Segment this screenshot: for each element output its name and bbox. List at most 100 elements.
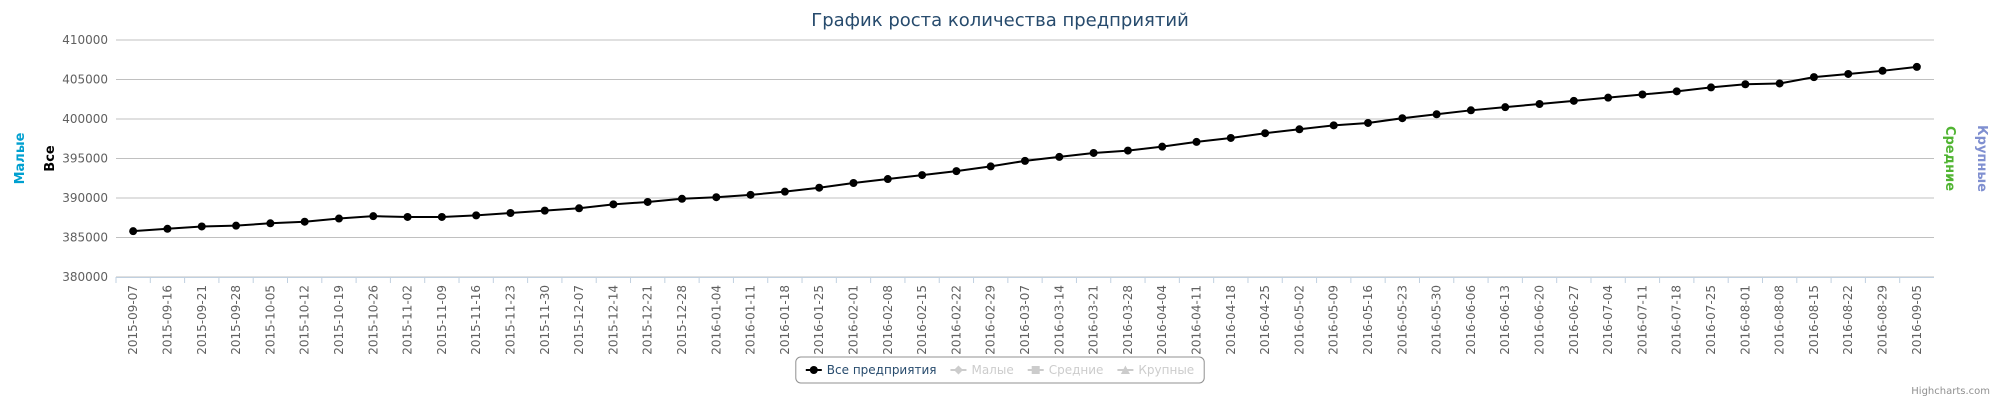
point [1741, 80, 1750, 89]
x-tick-label: 2016-02-15 [915, 285, 929, 355]
point [129, 227, 138, 236]
x-tick-label: 2015-09-07 [126, 285, 140, 355]
x-tick-label: 2016-03-21 [1087, 285, 1101, 355]
point [1535, 99, 1544, 108]
point [575, 204, 584, 213]
point [1192, 137, 1201, 146]
legend-label: Все предприятия [827, 363, 937, 377]
point [746, 190, 755, 199]
x-tick-label: 2016-08-08 [1773, 285, 1787, 355]
point [1604, 93, 1613, 102]
legend-symbol [953, 365, 963, 375]
x-tick-label: 2016-05-09 [1327, 285, 1341, 355]
x-tick-label: 2016-08-22 [1841, 285, 1855, 355]
point [883, 175, 892, 184]
point [1707, 83, 1716, 92]
point [300, 217, 309, 226]
point [1089, 148, 1098, 157]
x-tick-label: 2016-05-02 [1292, 285, 1306, 355]
x-tick-label: 2015-11-02 [401, 285, 415, 355]
x-tick-label: 2016-06-20 [1533, 285, 1547, 355]
x-tick-label: 2015-12-14 [606, 285, 620, 355]
x-tick-label: 2016-01-18 [778, 285, 792, 355]
series-line [133, 65, 1917, 233]
x-tick-label: 2016-02-01 [846, 285, 860, 355]
x-tick-label: 2016-01-11 [744, 285, 758, 355]
credits[interactable]: Highcharts.com [1911, 386, 1990, 397]
axis-title: Все [43, 145, 58, 172]
point [403, 212, 412, 221]
x-tick-label: 2015-09-28 [229, 285, 243, 355]
point [1398, 114, 1407, 123]
point [952, 167, 961, 176]
axis-title: Крупные [1974, 125, 1989, 192]
x-tick-label: 2016-06-27 [1567, 285, 1581, 355]
chart-title: График роста количества предприятий [811, 10, 1189, 31]
x-tick-label: 2016-02-22 [949, 285, 963, 355]
x-tick-label: 2015-12-28 [675, 285, 689, 355]
legend-symbol [1120, 365, 1130, 374]
point [369, 212, 378, 221]
x-tick-label: 2016-01-25 [812, 285, 826, 355]
x-tick-label: 2016-07-25 [1704, 285, 1718, 355]
legend-label: Крупные [1138, 363, 1194, 377]
x-tick-label: 2016-04-04 [1155, 285, 1169, 355]
point [1055, 152, 1064, 161]
x-tick-label: 2016-09-05 [1910, 285, 1924, 355]
point [1261, 129, 1270, 138]
point [472, 211, 481, 220]
y-tick-label: 385000 [62, 231, 108, 245]
point [1501, 103, 1510, 112]
point [1775, 79, 1784, 88]
x-tick-label: 2015-11-09 [435, 285, 449, 355]
legend-item[interactable]: Все предприятия [805, 363, 937, 377]
legend-item[interactable]: Крупные [1117, 363, 1194, 377]
x-tick-label: 2015-10-05 [263, 285, 277, 355]
legend-symbol [809, 366, 818, 374]
x-tick-label: 2016-02-29 [984, 285, 998, 355]
x-tick-label: 2016-03-14 [1052, 285, 1066, 355]
x-tick-label: 2016-05-16 [1361, 285, 1375, 355]
point [712, 193, 721, 202]
point [1295, 125, 1304, 134]
point [1021, 156, 1029, 165]
point [1466, 106, 1475, 115]
x-tick-label: 2016-06-06 [1464, 285, 1478, 355]
legend-box [795, 356, 1205, 384]
x-tick-label: 2015-10-12 [298, 285, 312, 355]
point [1844, 69, 1853, 78]
legend-item[interactable]: Средние [1027, 363, 1104, 377]
y-tick-label: 390000 [62, 191, 108, 205]
axis-title: Малые [13, 132, 28, 184]
x-tick-label: 2015-10-26 [366, 285, 380, 355]
point [1123, 146, 1132, 155]
x-tick-label: 2015-12-21 [641, 285, 655, 355]
point [643, 197, 652, 206]
x-tick-label: 2016-02-08 [881, 285, 895, 355]
x-tick-label: 2015-12-07 [572, 285, 586, 355]
legend: Все предприятия Малые Средние Крупные [795, 356, 1205, 384]
y-tick-label: 400000 [62, 112, 108, 126]
point [437, 212, 446, 221]
legend-item[interactable]: Малые [950, 363, 1014, 377]
x-tick-label: 2016-05-23 [1395, 285, 1409, 355]
x-tick-label: 2015-09-16 [160, 285, 174, 355]
point [334, 214, 343, 223]
point [540, 206, 549, 215]
x-tick-label: 2016-01-04 [709, 285, 723, 355]
x-tick-label: 2016-04-18 [1224, 285, 1238, 355]
point [197, 222, 206, 231]
point [1672, 87, 1681, 96]
point [1432, 110, 1441, 119]
axis-title: Средние [1942, 126, 1957, 191]
point [1809, 73, 1818, 82]
x-tick-label: 2016-04-11 [1190, 285, 1204, 355]
x-tick-label: 2016-07-11 [1635, 285, 1649, 355]
x-tick-label: 2015-09-21 [195, 285, 209, 355]
y-tick-label: 405000 [62, 73, 108, 87]
x-tick-label: 2016-08-29 [1876, 285, 1890, 355]
point [506, 209, 515, 218]
x-tick-label: 2015-11-23 [503, 285, 517, 355]
x-tick-label: 2016-05-30 [1430, 285, 1444, 355]
point [815, 183, 824, 192]
